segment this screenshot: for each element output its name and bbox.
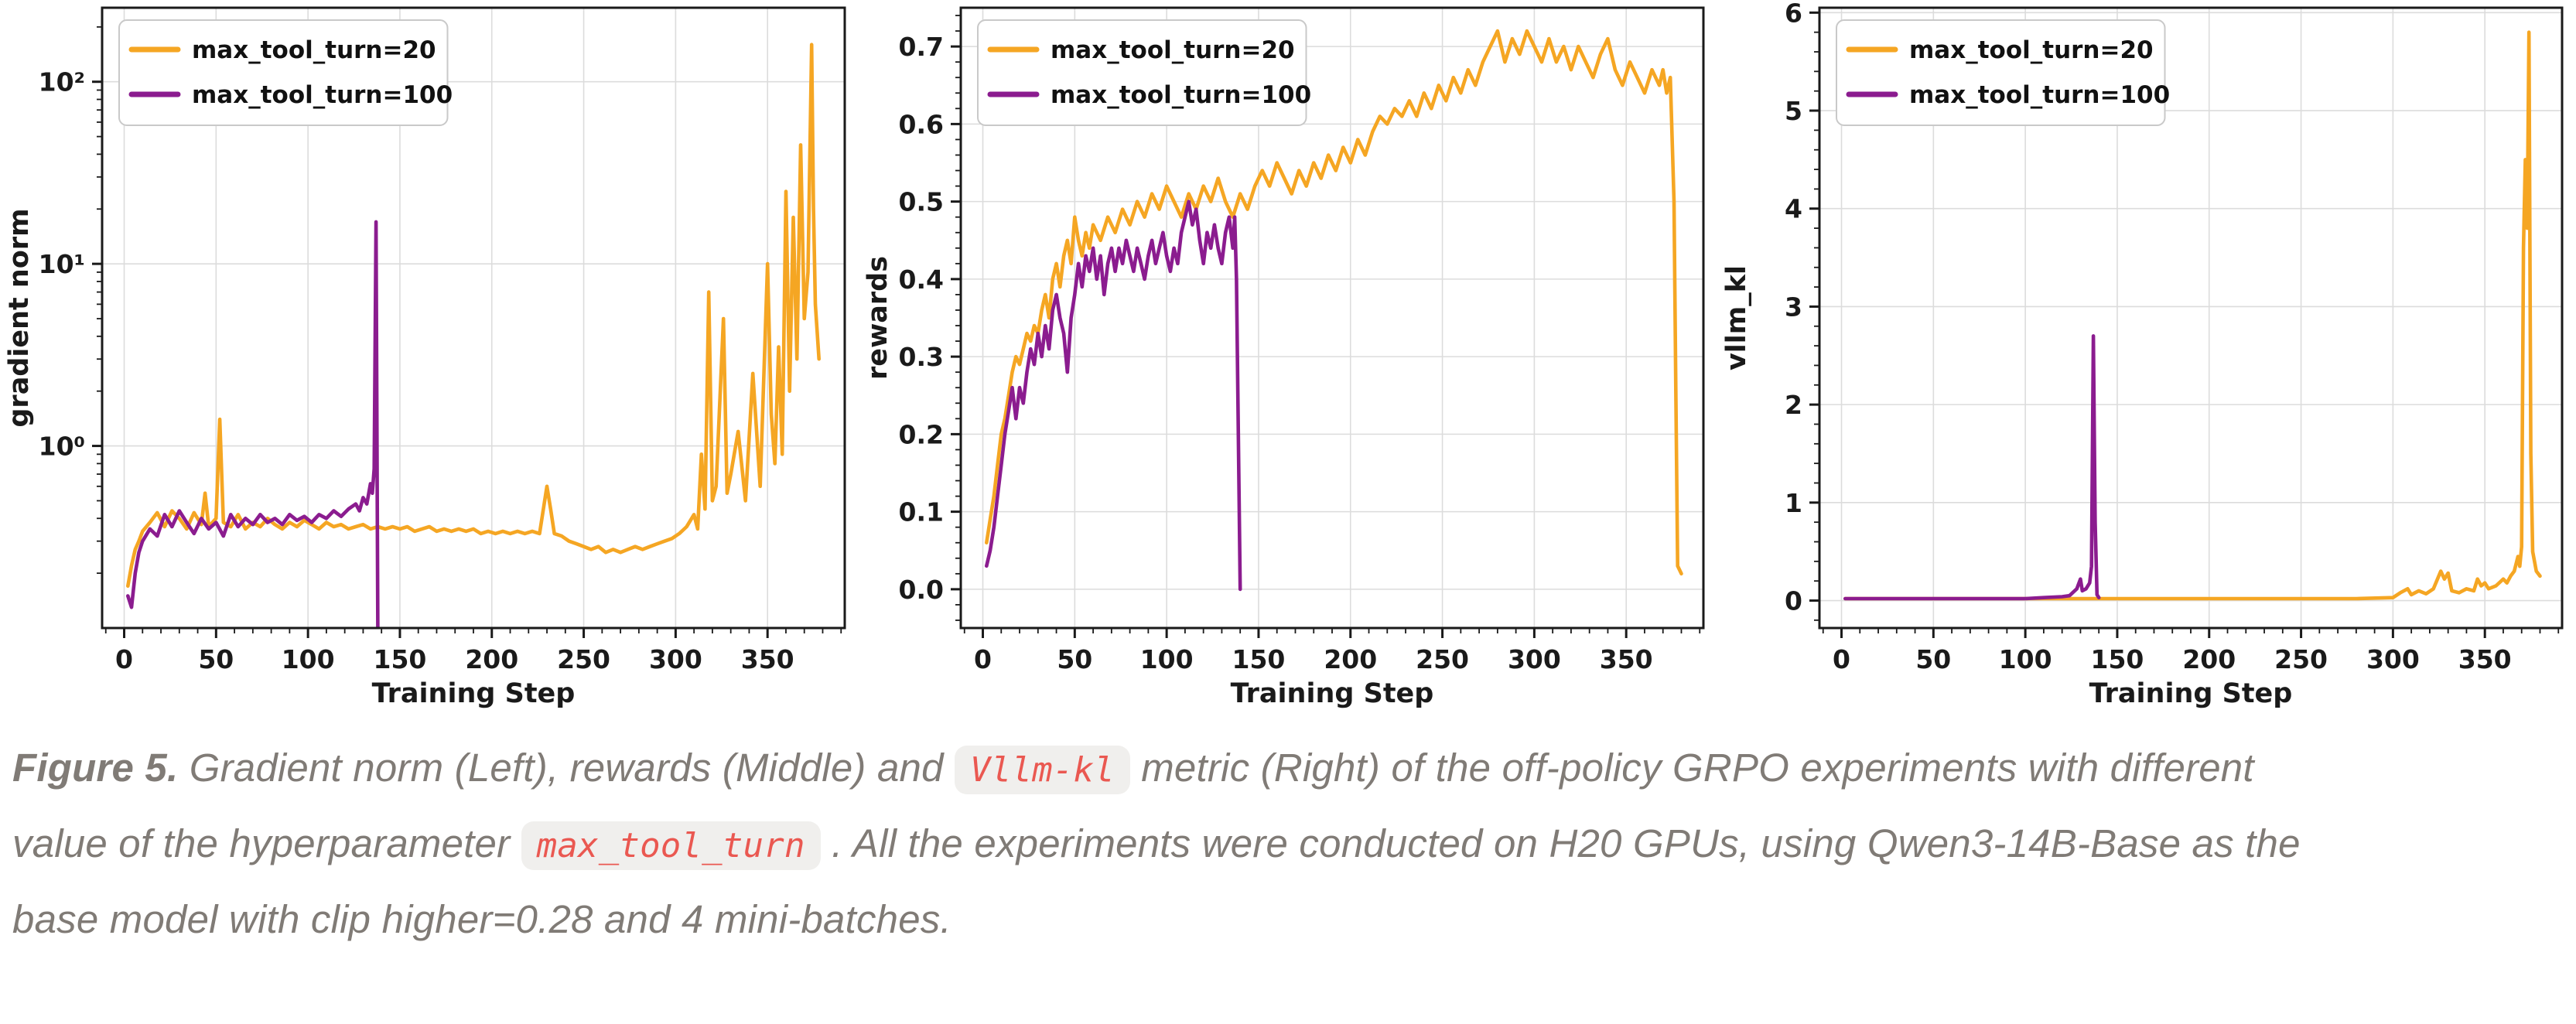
y-axis-label: gradient norm [4,208,35,427]
svg-text:10²: 10² [39,67,85,97]
caption-text-2: metric (Right) of the off-policy GRPO ex… [12,746,2254,865]
legend-label: max_tool_turn=100 [1051,81,1311,109]
svg-text:5: 5 [1785,96,1802,126]
svg-text:50: 50 [198,644,234,674]
svg-text:200: 200 [465,644,518,674]
svg-text:150: 150 [374,644,427,674]
rewards-panel: 0 50 100 150 200 250 300 350 0.0 0.1 0.2 0.3 0.4 0.5 0… [859,0,1717,719]
legend: max_tool_turn=20 max_tool_turn=100 [1836,19,2170,126]
major-ticks [92,80,769,638]
svg-text:0.6: 0.6 [899,109,944,139]
svg-text:4: 4 [1785,194,1802,224]
svg-text:0.5: 0.5 [899,187,944,217]
svg-text:350: 350 [1600,644,1653,674]
gradient-norm-panel: 0 50 100 150 200 250 300 350 10⁰ 10¹ 10² Training S… [0,0,859,719]
svg-text:0.2: 0.2 [899,419,944,449]
svg-text:0: 0 [974,644,992,674]
svg-text:300: 300 [649,644,702,674]
svg-text:200: 200 [2182,644,2236,674]
svg-text:3: 3 [1785,292,1802,322]
legend-label: max_tool_turn=20 [1909,36,2154,64]
svg-text:250: 250 [557,644,610,674]
svg-text:100: 100 [1140,644,1194,674]
major-ticks [1809,11,2486,638]
x-axis-label: Training Step [2089,678,2293,709]
x-axis-label: Training Step [1231,678,1434,709]
svg-text:250: 250 [1416,644,1469,674]
svg-text:50: 50 [1915,644,1951,674]
series-line-max-tool-turn-20 [1843,30,2542,601]
y-tick-labels: 10⁰ 10¹ 10² [39,67,85,462]
y-axis-label: rewards [863,256,893,380]
caption-label: Figure 5. [12,746,179,790]
figure-charts-row: 0 50 100 150 200 250 300 350 10⁰ 10¹ 10² Training S… [0,0,2576,719]
legend-label: max_tool_turn=20 [192,36,436,64]
svg-text:0.7: 0.7 [899,32,944,62]
svg-text:1: 1 [1785,488,1802,518]
legend-box [118,19,449,126]
legend-label: max_tool_turn=20 [1051,36,1295,64]
y-axis-label: vllm_kl [1721,265,1752,370]
code-chip-vllm-kl: Vllm-kl [955,746,1130,794]
svg-text:150: 150 [1232,644,1286,674]
svg-text:2: 2 [1785,390,1802,420]
legend-label: max_tool_turn=100 [192,81,453,109]
svg-text:300: 300 [2366,644,2420,674]
svg-text:0.4: 0.4 [899,265,944,295]
legend-box [977,19,1307,126]
svg-text:200: 200 [1324,644,1377,674]
svg-text:300: 300 [1508,644,1561,674]
major-ticks [951,45,1628,638]
minor-ticks [1814,31,2560,633]
svg-text:100: 100 [282,644,335,674]
vllm-kl-panel: 0 50 100 150 200 250 300 350 0 1 2 3 4 5 6 Training Ste… [1717,0,2576,719]
rewards-chart: 0 50 100 150 200 250 300 3500.00.10.20.30.40.50… [863,6,1705,709]
svg-text:350: 350 [741,644,794,674]
legend-box [1836,19,2166,126]
series-line-max-tool-turn-100 [126,220,380,628]
gradient-norm-chart: 0 50 100 150 200 250 300 350 10⁰ 10¹ 10² Training S… [4,6,846,709]
svg-text:150: 150 [2091,644,2144,674]
caption-text-3: . All the experiments were conducted on … [12,821,2301,941]
svg-text:10⁰: 10⁰ [39,432,85,462]
x-tick-labels: 0 50 100 150 200 250 300 350 [1833,644,2512,674]
svg-text:250: 250 [2274,644,2328,674]
series-line-max-tool-turn-20 [985,29,1683,576]
legend: max_tool_turn=20 max_tool_turn=100 [977,19,1311,126]
y-tick-labels: 0 1 2 3 4 5 6 [1785,0,1802,616]
svg-text:0.0: 0.0 [899,575,944,605]
series-line-max-tool-turn-100 [985,200,1242,592]
svg-text:0: 0 [1833,644,1850,674]
minor-ticks [955,15,1701,633]
minor-ticks [97,26,842,633]
y-tick-labels: 0.0 0.1 0.2 0.3 0.4 0.5 0.6 0.7 [899,32,944,605]
svg-text:100: 100 [1999,644,2052,674]
svg-text:0.3: 0.3 [899,342,944,372]
x-tick-labels: 0 50 100 150 200 250 300 350 [974,644,1653,674]
series-line-max-tool-turn-100 [1843,334,2101,601]
svg-text:6: 6 [1785,0,1802,28]
svg-text:0: 0 [1785,586,1802,616]
x-axis-label: Training Step [372,678,576,709]
svg-text:10¹: 10¹ [39,249,85,279]
svg-text:0.1: 0.1 [899,497,944,527]
svg-text:50: 50 [1057,644,1092,674]
x-tick-labels: 0 50 100 150 200 250 300 350 [115,644,794,674]
code-chip-max-tool-turn: max_tool_turn [521,821,821,870]
legend-label: max_tool_turn=100 [1909,81,2170,109]
caption-text-1: Gradient norm (Left), rewards (Middle) a… [178,746,955,790]
svg-text:350: 350 [2458,644,2512,674]
svg-text:0: 0 [115,644,133,674]
vllm-kl-chart: 0 50 100 150 200 250 300 350 0 1 2 3 4 5 6 Training Ste… [1721,0,2564,709]
figure-caption: Figure 5. Gradient norm (Left), rewards … [0,719,2352,957]
legend: max_tool_turn=20 max_tool_turn=100 [118,19,453,126]
